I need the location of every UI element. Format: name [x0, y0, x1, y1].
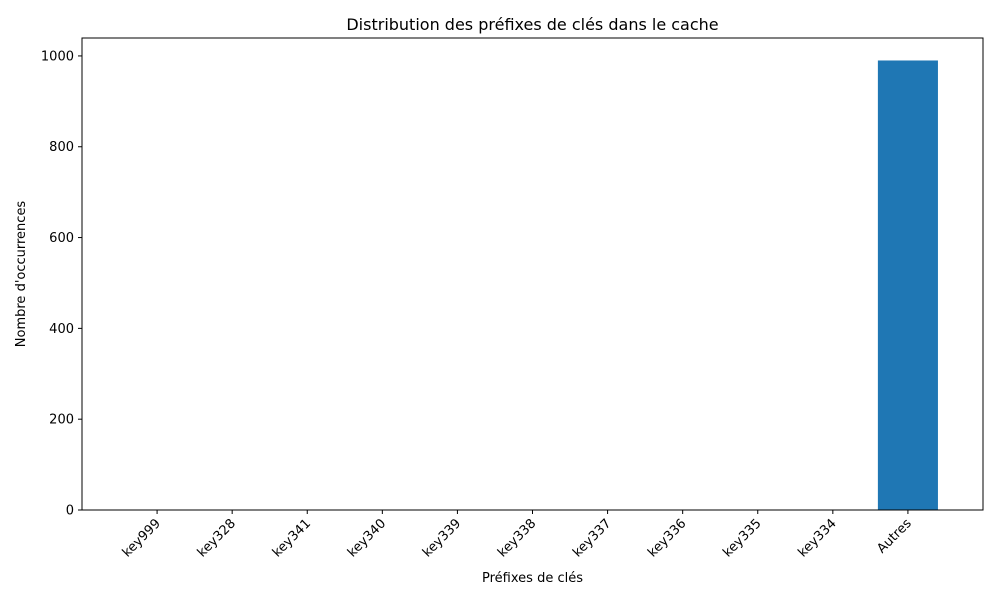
- bar-autres: [878, 60, 938, 510]
- y-tick-label: 600: [49, 231, 74, 246]
- x-tick-label: key338: [495, 516, 539, 560]
- chart-title: Distribution des préfixes de clés dans l…: [346, 15, 718, 34]
- x-axis-label: Préfixes de clés: [482, 571, 583, 586]
- y-tick-label: 200: [49, 413, 74, 428]
- y-tick-label: 0: [66, 504, 74, 519]
- x-tick-label: Autres: [874, 516, 915, 557]
- y-axis-label: Nombre d'occurrences: [14, 201, 29, 348]
- y-tick-label: 400: [49, 322, 74, 337]
- axes-layer: [82, 38, 983, 510]
- x-tick-label: key337: [570, 516, 614, 560]
- x-tick-label: key999: [120, 516, 164, 560]
- bars-layer: [127, 60, 938, 510]
- x-tick-label: key340: [345, 516, 389, 560]
- x-tick-label: key335: [720, 516, 764, 560]
- y-tick-label: 1000: [41, 49, 74, 64]
- ticks-layer: 0 200 400 600 800 1000 key999 key328 key341 key34…: [41, 49, 915, 560]
- x-tick-label: key334: [795, 516, 839, 560]
- x-tick-label: key341: [270, 516, 314, 560]
- y-tick-label: 800: [49, 140, 74, 155]
- x-tick-label: key328: [195, 516, 239, 560]
- x-tick-label: key339: [420, 516, 464, 560]
- axes-frame: [82, 38, 983, 510]
- x-tick-label: key336: [645, 516, 689, 560]
